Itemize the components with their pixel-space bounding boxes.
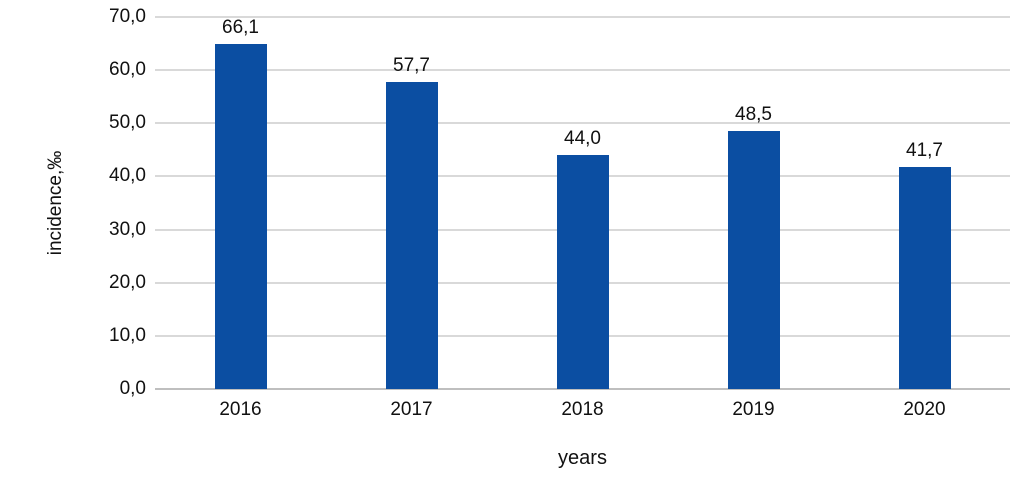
bar-value-label: 66,1 — [222, 17, 259, 38]
bar-value-label: 48,5 — [735, 104, 772, 126]
x-tick-label: 2017 — [390, 399, 433, 420]
x-axis-line — [155, 388, 1010, 390]
bar-value-label: 57,7 — [393, 55, 430, 77]
x-tick-label: 2018 — [561, 399, 604, 420]
bar-value-label: 44,0 — [564, 128, 601, 150]
x-axis-title: years — [558, 447, 607, 469]
gridline — [155, 122, 1010, 125]
y-tick-label: 30,0 — [109, 218, 146, 240]
bars-container: 66,1 57,7 44,0 48,5 41,7 — [155, 17, 1010, 389]
y-axis-tick-labels: 0,0 10,0 20,0 30,0 40,0 50,0 60,0 70,0 — [0, 6, 146, 399]
bar-slot: 66,1 — [155, 17, 326, 389]
bar — [385, 82, 438, 389]
y-tick-label: 10,0 — [109, 324, 146, 346]
x-tick-label: 2019 — [732, 399, 775, 420]
bar — [727, 131, 780, 389]
y-tick-label: 50,0 — [109, 112, 146, 134]
y-tick-label: 20,0 — [109, 271, 146, 293]
bar — [556, 155, 609, 389]
bar-value-label: 41,7 — [906, 140, 943, 162]
bar — [214, 44, 267, 389]
y-tick-label: 60,0 — [109, 59, 146, 81]
bar-slot: 57,7 — [326, 17, 497, 389]
bar — [898, 167, 951, 389]
gridline — [155, 16, 1010, 18]
y-tick-label: 0,0 — [119, 378, 146, 399]
x-tick-label: 2016 — [219, 399, 262, 420]
x-tick-label: 2020 — [903, 399, 946, 420]
gridline — [155, 69, 1010, 72]
plot-area: 66,1 57,7 44,0 48,5 41,7 — [155, 16, 1010, 390]
x-axis-tick-labels: 2016 2017 2018 2019 2020 — [155, 399, 1010, 421]
y-tick-label: 70,0 — [109, 6, 146, 27]
y-tick-label: 40,0 — [109, 165, 146, 187]
bar-slot: 41,7 — [839, 17, 1010, 389]
bar-slot: 48,5 — [668, 17, 839, 389]
bar-slot: 44,0 — [497, 17, 668, 389]
